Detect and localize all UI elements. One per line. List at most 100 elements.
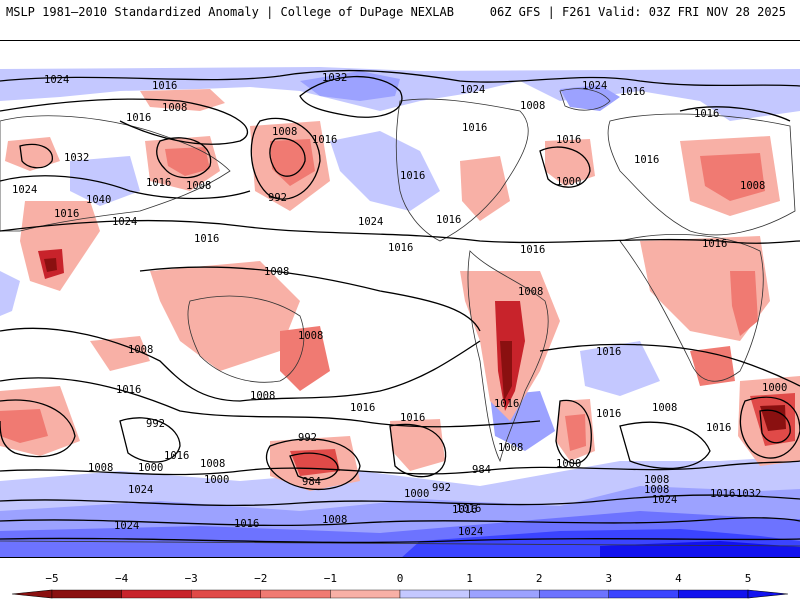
negative-anomaly-region <box>5 137 60 171</box>
isobar-label: 1016 <box>436 214 461 226</box>
isobar-label: 1024 <box>582 80 607 92</box>
isobar-label: 1016 <box>350 402 375 414</box>
negative-anomaly-region <box>500 341 512 401</box>
colorbar-tick-label: −2 <box>254 572 267 585</box>
isobar-label: 1008 <box>520 100 545 112</box>
isobar-label: 1016 <box>452 504 477 516</box>
negative-anomaly-region <box>460 156 510 221</box>
colorbar-tick-label: 3 <box>605 572 612 585</box>
isobar-label: 1016 <box>702 238 727 250</box>
isobar-label: 1016 <box>520 244 545 256</box>
colorbar-segment <box>51 589 122 599</box>
colorbar-segment <box>330 589 401 599</box>
colorbar-segment <box>539 589 610 599</box>
isobar-label: 1016 <box>146 177 171 189</box>
isobar-label: 1024 <box>12 184 37 196</box>
colorbar-tick-label: −4 <box>115 572 129 585</box>
isobar-label: 984 <box>302 476 321 488</box>
isobar-label: 1024 <box>458 526 483 538</box>
isobar-label: 1016 <box>312 134 337 146</box>
isobar-label: 1016 <box>596 346 621 358</box>
coastlines <box>0 88 800 547</box>
isobar-label: 1000 <box>204 474 229 486</box>
negative-anomaly-region <box>760 405 786 431</box>
isobar-label: 1016 <box>620 86 645 98</box>
colorbar-tick-label: 0 <box>397 572 404 585</box>
isobar-label: 1016 <box>152 80 177 92</box>
colorbar-graphic: −5 −4 −3 −2 −1 0 1 2 3 4 5 <box>11 572 789 599</box>
negative-anomaly-region <box>150 261 300 371</box>
isobar-label: 984 <box>472 464 491 476</box>
isobar-label: 1016 <box>634 154 659 166</box>
isobar-label: 1016 <box>556 134 581 146</box>
colorbar-segment <box>190 589 261 599</box>
isobar-labels: 1024 1016 1032 1024 1024 1008 1016 1008 … <box>12 72 787 538</box>
isobar-label: 1008 <box>740 180 765 192</box>
isobar-label: 1024 <box>112 216 137 228</box>
isobar-label: 1024 <box>460 84 485 96</box>
isobar-label: 1024 <box>652 494 677 506</box>
isobar-label: 992 <box>146 418 165 430</box>
colorbar-segment <box>260 589 331 599</box>
isobar-label: 1016 <box>462 122 487 134</box>
colorbar-segment <box>121 589 192 599</box>
colorbar-tick-label: 5 <box>745 572 752 585</box>
positive-anomaly-region <box>0 67 800 121</box>
isobar-label: 1016 <box>234 518 259 530</box>
colorbar-tick-label: 1 <box>466 572 473 585</box>
isobar-label: 1024 <box>128 484 153 496</box>
positive-anomaly-region <box>0 271 20 316</box>
isobar-label: 1008 <box>644 474 669 486</box>
isobar-label: 1000 <box>556 458 581 470</box>
isobar-label: 1024 <box>358 216 383 228</box>
colorbar-tick-label: 2 <box>536 572 543 585</box>
negative-anomaly-region <box>700 153 765 201</box>
colorbar-right-arrow <box>747 589 789 599</box>
colorbar-segment <box>608 589 679 599</box>
isobar-label: 1008 <box>644 484 669 496</box>
isobar-label: 1016 <box>388 242 413 254</box>
isobar-label: 1000 <box>404 488 429 500</box>
anomaly-colorbar: −5 −4 −3 −2 −1 0 1 2 3 4 5 <box>0 560 800 600</box>
isobar-label: 1008 <box>250 390 275 402</box>
anomaly-shading <box>0 67 800 557</box>
isobar-label: 1016 <box>54 208 79 220</box>
isobar-label: 1016 <box>164 450 189 462</box>
isobar-label: 1016 <box>456 503 481 515</box>
isobar-label: 1024 <box>114 520 139 532</box>
isobars <box>0 69 800 544</box>
isobar-label: 1032 <box>64 152 89 164</box>
isobar-label: 1032 <box>736 488 761 500</box>
isobar-label: 1008 <box>652 402 677 414</box>
positive-anomaly-region <box>580 341 660 396</box>
isobar-label: 1008 <box>264 266 289 278</box>
isobar-label: 1008 <box>298 330 323 342</box>
colorbar-left-arrow <box>11 589 53 599</box>
isobar-label: 992 <box>268 192 287 204</box>
isobar-label: 1040 <box>86 194 111 206</box>
isobar-label: 1032 <box>322 72 347 84</box>
negative-anomaly-region <box>390 419 445 471</box>
negative-anomaly-region <box>44 258 57 272</box>
negative-anomaly-region <box>165 147 210 176</box>
colorbar-tick-label: −5 <box>45 572 58 585</box>
isobar-label: 1008 <box>88 462 113 474</box>
negative-anomaly-region <box>90 336 150 371</box>
colorbar-tick-label: 4 <box>675 572 682 585</box>
isobar-label: 1016 <box>116 384 141 396</box>
positive-anomaly-region <box>330 131 440 211</box>
isobar-label: 1008 <box>272 126 297 138</box>
negative-anomaly-region <box>565 414 586 451</box>
colorbar-segment <box>678 589 749 599</box>
isobar-label: 1008 <box>518 286 543 298</box>
isobar-label: 1016 <box>706 422 731 434</box>
isobar-label: 1008 <box>162 102 187 114</box>
isobar-label: 1016 <box>400 170 425 182</box>
isobar-label: 1008 <box>322 514 347 526</box>
isobar-label: 1016 <box>494 398 519 410</box>
anomaly-map: 1024 1016 1032 1024 1024 1008 1016 1008 … <box>0 40 800 558</box>
model-valid-time: 06Z GFS | F261 Valid: 03Z FRI NOV 28 202… <box>489 5 786 19</box>
isobar-label: 1000 <box>138 462 163 474</box>
colorbar-segment <box>399 589 470 599</box>
isobar-label: 1016 <box>596 408 621 420</box>
